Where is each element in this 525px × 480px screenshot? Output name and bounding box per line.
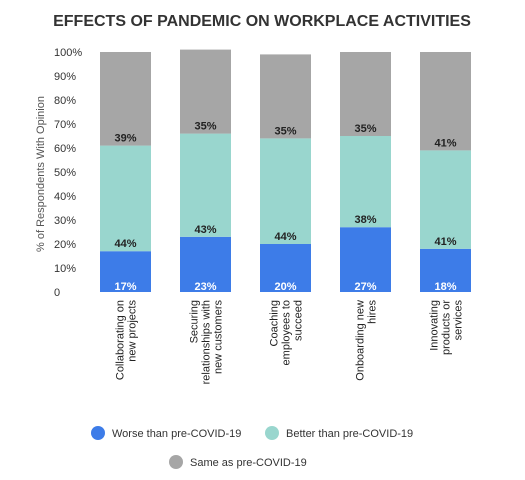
data-label: 27%: [354, 281, 376, 293]
legend-label: Better than pre-COVID-19: [286, 428, 413, 440]
bar-segment: [180, 133, 231, 237]
bar-segment: [180, 236, 231, 292]
x-axis: Collaborating on new projects Securing rela…: [115, 300, 465, 385]
x-tick-label: hires: [367, 300, 379, 324]
y-tick-label: 100%: [54, 47, 82, 59]
chart-title: EFFECTS OF PANDEMIC ON WORKPLACE ACTIVIT…: [53, 13, 471, 30]
bar-segment: [100, 145, 151, 252]
x-tick-label: Onboarding new: [355, 300, 367, 381]
bar-segment: [420, 248, 471, 292]
y-tick-label: 70%: [54, 119, 76, 131]
data-label: 39%: [114, 133, 136, 145]
bar-segment: [260, 54, 311, 139]
legend: Worse than pre-COVID-19 Better than pre-C…: [91, 426, 413, 469]
bar-segment: [420, 150, 471, 249]
bar-segment: [100, 251, 151, 292]
bars: 17% 44% 39% 23% 43% 35% 20% 44% 35% 27% 38% 35% 18% 4…: [100, 49, 471, 293]
data-label: 35%: [194, 121, 216, 133]
y-tick-label: 20%: [54, 239, 76, 251]
y-tick-label: 50%: [54, 167, 76, 179]
y-tick-label: 60%: [54, 143, 76, 155]
x-tick-label: new projects: [127, 300, 139, 362]
bar-segment: [340, 227, 391, 292]
x-tick-label: Innovating: [429, 300, 441, 351]
legend-swatch: [265, 426, 279, 440]
data-label: 43%: [194, 224, 216, 236]
data-label: 44%: [114, 238, 136, 250]
legend-label: Worse than pre-COVID-19: [112, 428, 241, 440]
x-tick-label: Securing: [189, 300, 201, 343]
y-tick-label: 80%: [54, 95, 76, 107]
y-tick-label: 10%: [54, 263, 76, 275]
legend-label: Same as pre-COVID-19: [190, 457, 307, 469]
legend-swatch: [91, 426, 105, 440]
data-label: 20%: [274, 281, 296, 293]
y-tick-label: 40%: [54, 191, 76, 203]
x-tick-label: employees to: [281, 300, 293, 365]
data-label: 44%: [274, 231, 296, 243]
data-label: 41%: [434, 236, 456, 248]
data-label: 35%: [354, 123, 376, 135]
y-axis: 0 10% 20% 30% 40% 50% 60% 70% 80% 90% 100%: [54, 47, 82, 299]
data-label: 35%: [274, 125, 296, 137]
bar-segment: [100, 52, 151, 146]
y-tick-label: 90%: [54, 71, 76, 83]
x-tick-label: products or: [441, 300, 453, 355]
x-tick-label: Collaborating on: [115, 300, 127, 380]
data-label: 41%: [434, 137, 456, 149]
data-label: 38%: [354, 214, 376, 226]
y-tick-label: 0: [54, 287, 60, 299]
bar-segment: [420, 52, 471, 151]
data-label: 17%: [114, 281, 136, 293]
x-tick-label: services: [453, 300, 465, 341]
x-tick-label: new customers: [213, 300, 225, 374]
x-tick-label: relationships with: [201, 300, 213, 384]
y-tick-label: 30%: [54, 215, 76, 227]
data-label: 18%: [434, 281, 456, 293]
bar-segment: [260, 138, 311, 244]
x-tick-label: succeed: [293, 300, 305, 341]
bar-segment: [340, 136, 391, 228]
bar-segment: [340, 52, 391, 136]
bar-segment: [260, 244, 311, 292]
x-tick-label: Coaching: [269, 300, 281, 346]
legend-swatch: [169, 455, 183, 469]
y-axis-label: % of Respondents With Opinion: [35, 96, 47, 252]
bar-segment: [180, 49, 231, 134]
data-label: 23%: [194, 281, 216, 293]
